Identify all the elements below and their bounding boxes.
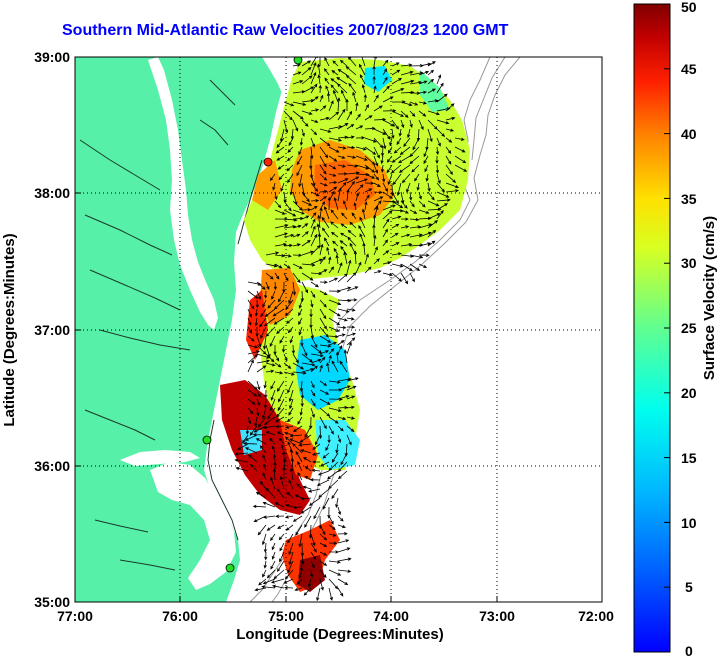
station-marker [225,563,235,573]
colorbar-tick-label: 5 [685,579,693,595]
map-title: Southern Mid-Atlantic Raw Velocities 200… [62,22,509,39]
x-tick-label: 76:00 [162,608,198,624]
station-marker [293,57,303,65]
y-tick-label: 38:00 [34,185,70,201]
delaware-bay [262,57,294,98]
colorbar-tick-label: 20 [681,385,697,401]
x-tick-label: 77:00 [57,608,93,624]
station-marker [202,435,212,445]
arrow-glyphs [234,57,468,602]
y-tick-label: 35:00 [34,594,70,610]
y-tick-label: 37:00 [34,322,70,338]
colorbar-tick-label: 35 [681,191,697,207]
y-axis-label: Latitude (Degrees:Minutes) [1,233,18,426]
x-tick-label: 72:00 [578,608,614,624]
colorbar-tick-label: 50 [681,0,697,15]
x-tick-label: 75:00 [268,608,304,624]
colorbar: 50 45 40 35 30 25 20 15 10 5 0 Surface V… [633,0,718,659]
colorbar-tick-label: 25 [681,320,697,336]
colorbar-tick-label: 10 [681,515,697,531]
colorbar-tick-label: 40 [681,126,697,142]
river-lines [79,79,236,571]
x-axis-label: Longitude (Degrees:Minutes) [236,626,444,643]
radar-stations [202,57,303,573]
colorbar-tick-label: 45 [681,61,697,77]
y-tick-label: 39:00 [34,49,70,65]
pamlico-sound [150,462,236,590]
station-marker [263,157,273,167]
colorbar-tick-label: 15 [681,450,697,466]
y-axis: 39:00 38:00 37:00 36:00 35:00 Latitude (… [1,49,81,610]
colorbar-tick-label: 0 [685,643,693,659]
colorbar-tick-label: 30 [681,255,697,271]
grid-lines [75,57,602,602]
y-tick-label: 36:00 [34,458,70,474]
x-tick-label: 74:00 [373,608,409,624]
x-tick-label: 73:00 [479,608,515,624]
colorbar-label: Surface Velocity (cm/s) [701,216,718,380]
x-axis: 77:00 76:00 75:00 74:00 73:00 72:00 Long… [57,596,614,643]
velocity-arrows [234,57,468,602]
